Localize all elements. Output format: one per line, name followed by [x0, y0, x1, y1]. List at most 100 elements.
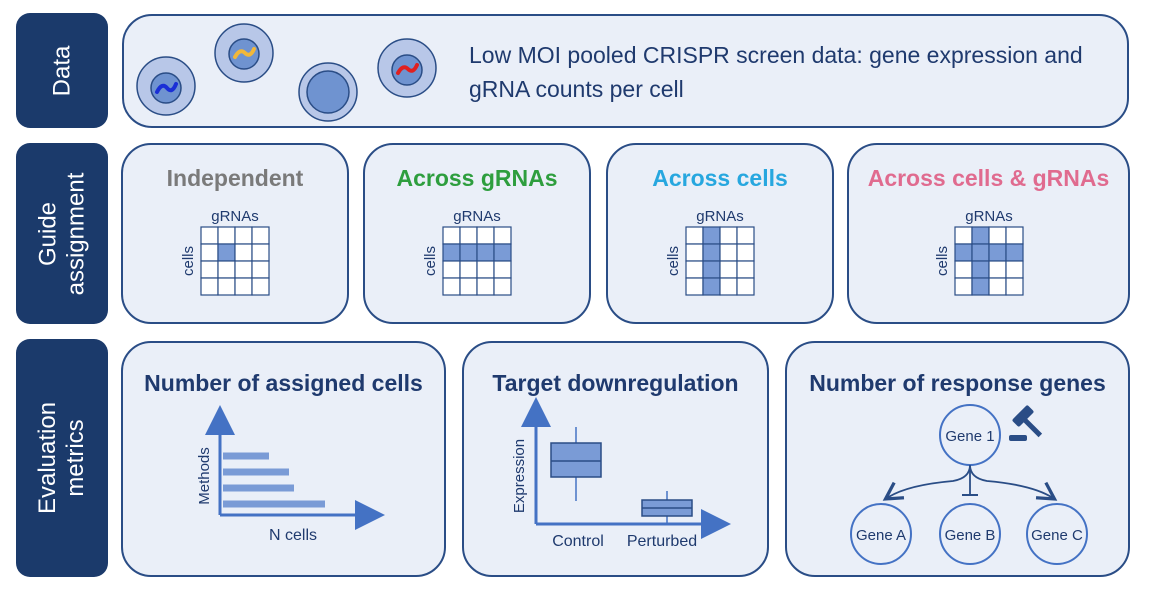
grid-cell	[719, 226, 738, 245]
grid-illustration: gRNAs cells	[665, 208, 755, 296]
assigned-cells-chart: Methods N cells	[196, 405, 385, 544]
grid-cell	[200, 277, 219, 296]
row-label-data: Data	[16, 13, 108, 128]
grid-cell	[459, 277, 478, 296]
grid-cell	[954, 226, 973, 245]
grid-cell	[719, 260, 738, 279]
data-description: Low MOI pooled CRISPR screen data: gene …	[469, 42, 1083, 102]
cells-axis-label: cells	[422, 246, 439, 276]
grid-cell	[251, 260, 270, 279]
guide-panel-0: Independent gRNAs cells	[121, 143, 349, 324]
grid-cell-selected	[1005, 243, 1024, 262]
gavel-icon	[1009, 405, 1043, 441]
grid-cell	[685, 226, 704, 245]
grid-cell	[719, 243, 738, 262]
grid-cell-selected	[702, 226, 721, 245]
panel-assigned-cells: Number of assigned cells Methods N cells	[121, 341, 446, 577]
method-bar	[223, 452, 269, 460]
grid-cell	[217, 260, 236, 279]
grid-cell	[988, 226, 1007, 245]
gene-c-node: Gene C	[1026, 503, 1088, 565]
grid-cell	[736, 277, 755, 296]
grid-cell	[493, 260, 512, 279]
grid-illustration: gRNAs cells	[180, 208, 270, 296]
downregulation-title: Target downregulation	[492, 370, 739, 396]
data-panel: Low MOI pooled CRISPR screen data: gene …	[122, 14, 1129, 128]
grid-cell	[442, 260, 461, 279]
grid-cell	[988, 260, 1007, 279]
grid-cell	[442, 277, 461, 296]
grid-cell-selected	[988, 243, 1007, 262]
grid-cell	[251, 243, 270, 262]
method-bar	[223, 468, 289, 476]
downreg-cat-control: Control	[552, 533, 604, 550]
grid-cell-selected	[476, 243, 495, 262]
guide-panel-title: Across cells	[652, 165, 788, 191]
grid-cell-selected	[954, 243, 973, 262]
grid-cell	[200, 260, 219, 279]
gene-1-label: Gene 1	[945, 428, 994, 445]
grid-cell-selected	[217, 243, 236, 262]
grid-cell	[1005, 260, 1024, 279]
response-genes-diagram: Gene 1 Gene A Gene B Gene C	[850, 404, 1088, 565]
guide-panel-1: Across gRNAs gRNAs cells	[363, 143, 591, 324]
grid-cell-selected	[702, 260, 721, 279]
guide-panel-2: Across cells gRNAs cells	[606, 143, 834, 324]
grid-cell	[988, 277, 1007, 296]
response-genes-title: Number of response genes	[809, 370, 1106, 396]
cells-illustration	[136, 23, 437, 122]
grid-cell	[200, 243, 219, 262]
boxplot-perturbed	[641, 491, 693, 525]
grid-cell-selected	[493, 243, 512, 262]
grid-cell	[234, 277, 253, 296]
row-label-evaluation-metrics: Evaluation metrics	[16, 339, 108, 577]
grid-cell	[685, 277, 704, 296]
grid-cell	[493, 277, 512, 296]
grid-cell-selected	[702, 277, 721, 296]
panel-response-genes: Number of response genes Gene 1 Gene A G…	[785, 341, 1130, 577]
row-label-guide-assignment: Guide assignment	[16, 143, 108, 324]
grid-cell	[685, 243, 704, 262]
grid-cell-selected	[971, 277, 990, 296]
grid-cell	[685, 260, 704, 279]
grnas-axis-label: gRNAs	[211, 208, 259, 225]
method-bar	[223, 484, 294, 492]
grid-cell	[459, 226, 478, 245]
boxplot-control	[550, 427, 602, 501]
gene-b-node: Gene B	[939, 503, 1001, 565]
grid-cell	[493, 226, 512, 245]
cell-icon-1	[136, 56, 196, 116]
grid-illustration: gRNAs cells	[422, 208, 512, 296]
gene-a-label: Gene A	[856, 527, 906, 544]
cell-icon-4	[377, 38, 437, 98]
grid-illustration: gRNAs cells	[934, 208, 1024, 296]
gene-a-node: Gene A	[850, 503, 912, 565]
row-label-eval-text: Evaluation metrics	[34, 401, 90, 515]
cell-icon-2	[214, 23, 274, 83]
gene-b-label: Gene B	[945, 527, 996, 544]
grid-cell	[476, 277, 495, 296]
grid-cell	[251, 226, 270, 245]
grid-cell	[234, 243, 253, 262]
grid-cell	[217, 226, 236, 245]
method-bar	[223, 500, 325, 508]
downregulation-chart: Expression Control Perturbed	[511, 397, 731, 550]
grid-cell-selected	[702, 243, 721, 262]
cells-axis-label: cells	[180, 246, 197, 276]
grid-cell	[459, 260, 478, 279]
cells-axis-label: cells	[665, 246, 682, 276]
assigned-cells-title: Number of assigned cells	[144, 370, 423, 396]
guide-panel-3: Across cells & gRNAs gRNAs cells	[847, 143, 1130, 324]
grid-cell	[736, 243, 755, 262]
gene-1-node: Gene 1	[939, 404, 1001, 466]
grid-cell	[736, 260, 755, 279]
cells-axis-label: cells	[934, 246, 951, 276]
grnas-axis-label: gRNAs	[696, 208, 744, 225]
grid-cell	[234, 226, 253, 245]
grid-cell	[954, 260, 973, 279]
grid-cell-selected	[442, 243, 461, 262]
grid-cell	[217, 277, 236, 296]
row-label-guide-text: Guide assignment	[34, 172, 90, 295]
grid-cell	[736, 226, 755, 245]
panel-target-downregulation: Target downregulation Expression Control…	[462, 341, 769, 577]
